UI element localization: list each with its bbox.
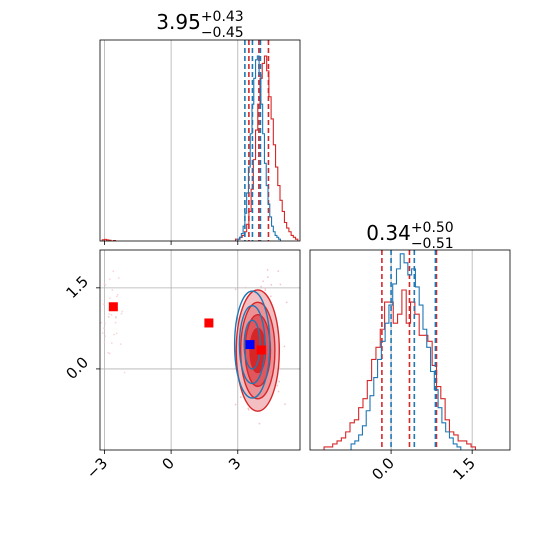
sample-point xyxy=(233,245,235,247)
sample-point xyxy=(107,351,110,354)
histogram-param2-content xyxy=(323,250,476,450)
sample-point xyxy=(110,313,113,316)
x-tick-label: 1.5 xyxy=(449,454,479,484)
sample-point xyxy=(303,336,305,338)
sample-point xyxy=(104,335,107,337)
axes-layer: −3 0 3 0.0 1.5 0.0 1.5 xyxy=(62,39,511,484)
sample-point xyxy=(283,345,286,348)
sample-point xyxy=(115,295,118,298)
sample-point xyxy=(276,384,279,387)
y-tick-label: 0.0 xyxy=(62,353,92,383)
sample-point xyxy=(279,283,282,286)
histogram-param1-panel xyxy=(101,40,299,241)
sample-point xyxy=(234,288,237,291)
sample-point xyxy=(270,283,273,286)
sample-point xyxy=(120,312,123,315)
marker-red-square xyxy=(256,345,266,355)
sample-point xyxy=(234,403,237,406)
contour-blue xyxy=(238,304,266,385)
sample-point xyxy=(258,422,261,425)
sample-point xyxy=(104,322,106,325)
sample-point xyxy=(102,303,105,306)
x-tick-label: −3 xyxy=(83,454,111,482)
sample-point xyxy=(278,380,281,383)
sample-point xyxy=(121,310,124,313)
sample-point xyxy=(244,286,247,289)
sample-point xyxy=(113,333,115,336)
y-tick-label: 1.5 xyxy=(62,272,92,302)
sample-point xyxy=(266,269,269,271)
sample-point xyxy=(285,301,288,304)
sample-point xyxy=(247,408,250,411)
sample-point xyxy=(103,341,106,344)
x-tick-label: 3 xyxy=(225,454,244,473)
sample-point xyxy=(102,327,105,330)
sample-point xyxy=(266,276,269,279)
sample-point xyxy=(93,305,95,307)
sample-point xyxy=(108,278,111,281)
histogram-blue-param2 xyxy=(350,253,462,450)
sample-point xyxy=(260,285,263,288)
sample-point xyxy=(114,321,117,324)
sample-point xyxy=(262,280,265,283)
title-param1: 3.95+0.43 xyxy=(156,9,243,34)
sample-point xyxy=(114,315,117,318)
frame-hist2 xyxy=(309,249,511,451)
sample-point xyxy=(111,289,114,291)
title-param1-lower: −0.45 xyxy=(201,25,244,41)
frame-hist1 xyxy=(99,39,301,242)
sample-point xyxy=(277,390,280,393)
sample-point xyxy=(100,321,102,324)
scatter-contour-content xyxy=(93,245,305,425)
sample-point xyxy=(264,289,267,292)
histogram-param2-panel xyxy=(323,250,476,450)
title-param2-lower: −0.51 xyxy=(411,236,454,252)
contour-blue xyxy=(243,319,261,370)
sample-point xyxy=(107,316,110,318)
scatter-contour-panel xyxy=(93,245,305,450)
marker-red-square xyxy=(204,318,214,328)
sample-point xyxy=(269,295,272,298)
sample-point xyxy=(108,297,111,300)
sample-point xyxy=(277,270,280,272)
sample-point xyxy=(101,332,104,334)
sample-point xyxy=(104,283,107,286)
sample-point xyxy=(112,270,115,273)
marker-red-square xyxy=(108,302,118,312)
contour-blue xyxy=(233,290,271,399)
marker-blue-square xyxy=(245,340,255,350)
frame-scatter xyxy=(99,249,301,451)
sample-point xyxy=(117,277,120,279)
sample-point xyxy=(115,332,118,335)
sample-point xyxy=(95,286,97,288)
sample-point xyxy=(116,293,119,296)
sample-point xyxy=(108,313,110,315)
title-param2: 0.34+0.50 xyxy=(366,220,453,245)
histogram-param1-content xyxy=(101,40,299,241)
sample-point xyxy=(264,287,267,290)
x-tick-label: 0 xyxy=(158,454,177,473)
titles-layer: 3.95+0.43−0.45 0.34+0.50−0.51 xyxy=(156,9,453,252)
sample-point xyxy=(284,403,286,406)
sample-point xyxy=(123,371,126,374)
sample-point xyxy=(110,342,113,344)
x-tick-label: 0.0 xyxy=(368,454,398,484)
histogram-red-param2 xyxy=(323,289,476,450)
histogram-red-param1 xyxy=(235,55,299,241)
sample-point xyxy=(108,352,111,355)
sample-point xyxy=(119,343,122,345)
sample-point xyxy=(239,396,242,399)
